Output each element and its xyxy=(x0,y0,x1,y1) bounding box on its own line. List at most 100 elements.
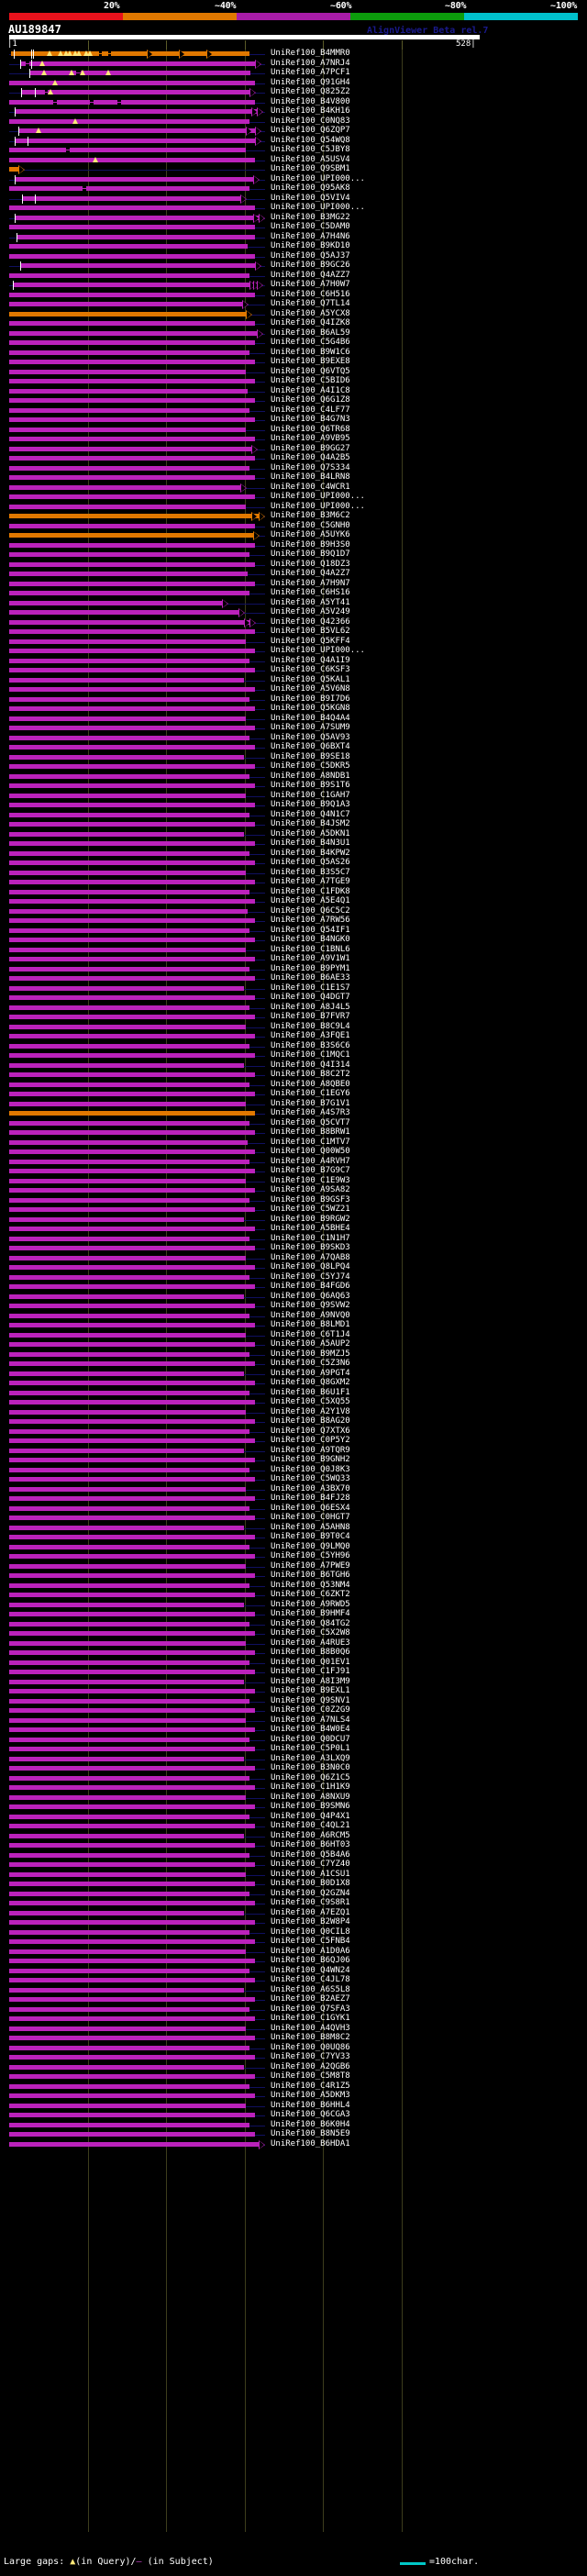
subject-id-label[interactable]: UniRef100_C5WQ33 xyxy=(271,1474,350,1483)
subject-id-label[interactable]: UniRef100_Q6CGA3 xyxy=(271,2110,350,2119)
subject-id-label[interactable]: UniRef100_C5BID6 xyxy=(271,376,350,385)
subject-id-label[interactable]: UniRef100_B9H3S0 xyxy=(271,539,350,550)
hsp-segment[interactable] xyxy=(9,1698,249,1704)
alignment-row[interactable]: UniRef100_Q6C5C2 xyxy=(0,906,587,917)
alignment-row[interactable]: UniRef100_B9GG27 xyxy=(0,444,587,455)
alignment-row[interactable]: UniRef100_A1CSU1 xyxy=(0,1870,587,1881)
alignment-row[interactable]: UniRef100_Q6VTQ5 xyxy=(0,367,587,378)
alignment-row[interactable]: UniRef100_C5FNB4 xyxy=(0,1937,587,1948)
hsp-segment[interactable] xyxy=(9,899,255,904)
alignment-row[interactable]: UniRef100_Q5B4A6 xyxy=(0,1850,587,1861)
hsp-segment[interactable] xyxy=(9,2064,244,2070)
hsp-segment[interactable] xyxy=(9,186,249,191)
hsp-segment[interactable] xyxy=(9,1178,246,1183)
subject-id-label[interactable]: UniRef100_Q4A2B5 xyxy=(271,453,350,462)
alignment-row[interactable]: UniRef100_A5V6N8 xyxy=(0,684,587,695)
alignment-row[interactable]: UniRef100_A5BHE4 xyxy=(0,1224,587,1235)
alignment-row[interactable]: UniRef100_Q8GXM2 xyxy=(0,1378,587,1389)
hsp-segment[interactable] xyxy=(9,880,255,884)
alignment-row[interactable]: UniRef100_B4V800 xyxy=(0,97,587,108)
hsp-segment[interactable] xyxy=(9,561,255,567)
subject-id-label[interactable]: UniRef100_A4I1C8 xyxy=(271,385,350,395)
subject-id-label[interactable]: UniRef100_C6HS16 xyxy=(271,588,350,597)
hsp-segment[interactable] xyxy=(9,465,249,471)
hsp-segment[interactable] xyxy=(9,302,242,306)
subject-id-label[interactable]: UniRef100_A5V249 xyxy=(271,607,350,616)
hsp-segment[interactable] xyxy=(9,1843,255,1848)
subject-id-label[interactable]: UniRef100_C1BNL6 xyxy=(271,944,350,954)
hsp-segment[interactable] xyxy=(9,1024,246,1029)
hsp-segment[interactable] xyxy=(9,1130,255,1135)
hsp-segment[interactable] xyxy=(15,109,257,114)
subject-id-label[interactable]: UniRef100_B9EXE8 xyxy=(271,357,350,366)
subject-id-label[interactable]: UniRef100_Q6G1Z8 xyxy=(271,395,350,405)
hsp-segment[interactable] xyxy=(9,504,246,509)
hsp-segment[interactable] xyxy=(9,1428,249,1434)
subject-id-label[interactable]: UniRef100_B4MMR0 xyxy=(271,49,350,58)
alignment-row[interactable]: UniRef100_B8C9L4 xyxy=(0,1022,587,1033)
subject-id-label[interactable]: UniRef100_C6KSF3 xyxy=(271,665,350,674)
alignment-row[interactable]: UniRef100_B9T0C4 xyxy=(0,1532,587,1543)
hsp-segment[interactable] xyxy=(9,773,249,779)
hsp-segment[interactable] xyxy=(9,118,249,124)
alignment-row[interactable]: UniRef100_B4KH16 xyxy=(0,106,587,117)
alignment-row[interactable]: UniRef100_Q6TR68 xyxy=(0,425,587,436)
alignment-row[interactable]: UniRef100_A9PGT4 xyxy=(0,1369,587,1380)
alignment-row[interactable]: UniRef100_C7YV33 xyxy=(0,2052,587,2063)
subject-id-label[interactable]: UniRef100_A7NLS4 xyxy=(271,1715,350,1725)
hsp-segment[interactable] xyxy=(9,1997,255,2002)
hsp-segment[interactable] xyxy=(9,1862,255,1867)
alignment-row[interactable]: UniRef100_A7PWE9 xyxy=(0,1561,587,1572)
subject-id-label[interactable]: UniRef100_A2QGB6 xyxy=(271,2061,350,2071)
hsp-segment[interactable] xyxy=(9,494,255,499)
alignment-row[interactable]: UniRef100_Q825Z2 xyxy=(0,87,587,98)
alignment-row[interactable]: UniRef100_B9KD10 xyxy=(0,241,587,252)
alignment-row[interactable]: UniRef100_C1GYK1 xyxy=(0,2014,587,2025)
hsp-segment[interactable] xyxy=(9,1516,255,1520)
hsp-segment[interactable] xyxy=(9,1756,244,1761)
hsp-segment[interactable] xyxy=(9,1949,246,1954)
hsp-segment[interactable] xyxy=(9,1284,255,1289)
hsp-segment[interactable] xyxy=(9,1747,255,1751)
alignment-row[interactable]: UniRef100_C0Z2G9 xyxy=(0,1705,587,1716)
hsp-segment[interactable] xyxy=(9,1794,246,1800)
alignment-row[interactable]: UniRef100_A4RUE3 xyxy=(0,1638,587,1649)
hsp-segment[interactable] xyxy=(9,1304,255,1308)
alignment-row[interactable]: UniRef100_Q6ESX4 xyxy=(0,1504,587,1515)
alignment-row[interactable]: UniRef100_C9S8R1 xyxy=(0,1898,587,1909)
hsp-segment[interactable] xyxy=(9,523,255,528)
hsp-segment[interactable] xyxy=(9,205,255,210)
alignment-row[interactable]: UniRef100_C1E9W3 xyxy=(0,1176,587,1187)
alignment-row[interactable]: UniRef100_A7SUM9 xyxy=(0,723,587,734)
hsp-segment[interactable] xyxy=(9,889,249,894)
alignment-row[interactable]: UniRef100_B9PYM1 xyxy=(0,964,587,975)
subject-id-label[interactable]: UniRef100_C7YV33 xyxy=(271,2052,350,2061)
hsp-segment[interactable] xyxy=(9,706,255,711)
alignment-row[interactable]: UniRef100_C7YZ40 xyxy=(0,1860,587,1871)
alignment-row[interactable]: UniRef100_C5P0L1 xyxy=(0,1744,587,1755)
alignment-row[interactable]: UniRef100_B9EXL1 xyxy=(0,1686,587,1697)
hsp-segment[interactable] xyxy=(9,1582,249,1588)
hsp-segment[interactable] xyxy=(9,369,246,374)
alignment-row[interactable]: UniRef100_B9RGW2 xyxy=(0,1215,587,1226)
alignment-row[interactable]: UniRef100_C0NQ83 xyxy=(0,117,587,128)
alignment-row[interactable]: UniRef100_C4JL78 xyxy=(0,1975,587,1986)
subject-id-label[interactable]: UniRef100_UPI000... xyxy=(271,203,365,212)
hsp-segment[interactable] xyxy=(9,99,255,105)
subject-id-label[interactable]: UniRef100_C1E1S7 xyxy=(271,983,350,993)
subject-id-label[interactable]: UniRef100_B8C2T2 xyxy=(271,1070,350,1079)
alignment-row[interactable]: UniRef100_B8M8C2 xyxy=(0,2033,587,2044)
subject-id-label[interactable]: UniRef100_Q4N1C7 xyxy=(271,809,350,819)
hsp-segment[interactable] xyxy=(9,350,249,355)
hsp-segment[interactable] xyxy=(9,1505,249,1511)
alignment-row[interactable]: UniRef100_Q5KAL1 xyxy=(0,675,587,686)
hsp-segment[interactable] xyxy=(9,398,255,403)
subject-id-label[interactable]: UniRef100_A5V6N8 xyxy=(271,684,350,694)
hsp-segment[interactable] xyxy=(9,754,244,760)
alignment-row[interactable]: UniRef100_A7RW56 xyxy=(0,916,587,927)
alignment-row[interactable]: UniRef100_B6QJ06 xyxy=(0,1956,587,1967)
hsp-segment[interactable] xyxy=(9,360,255,364)
alignment-row[interactable]: UniRef100_C4R1Z5 xyxy=(0,2082,587,2093)
subject-id-label[interactable]: UniRef100_A7EZQ1 xyxy=(271,1907,350,1917)
hsp-segment[interactable] xyxy=(9,1005,249,1010)
